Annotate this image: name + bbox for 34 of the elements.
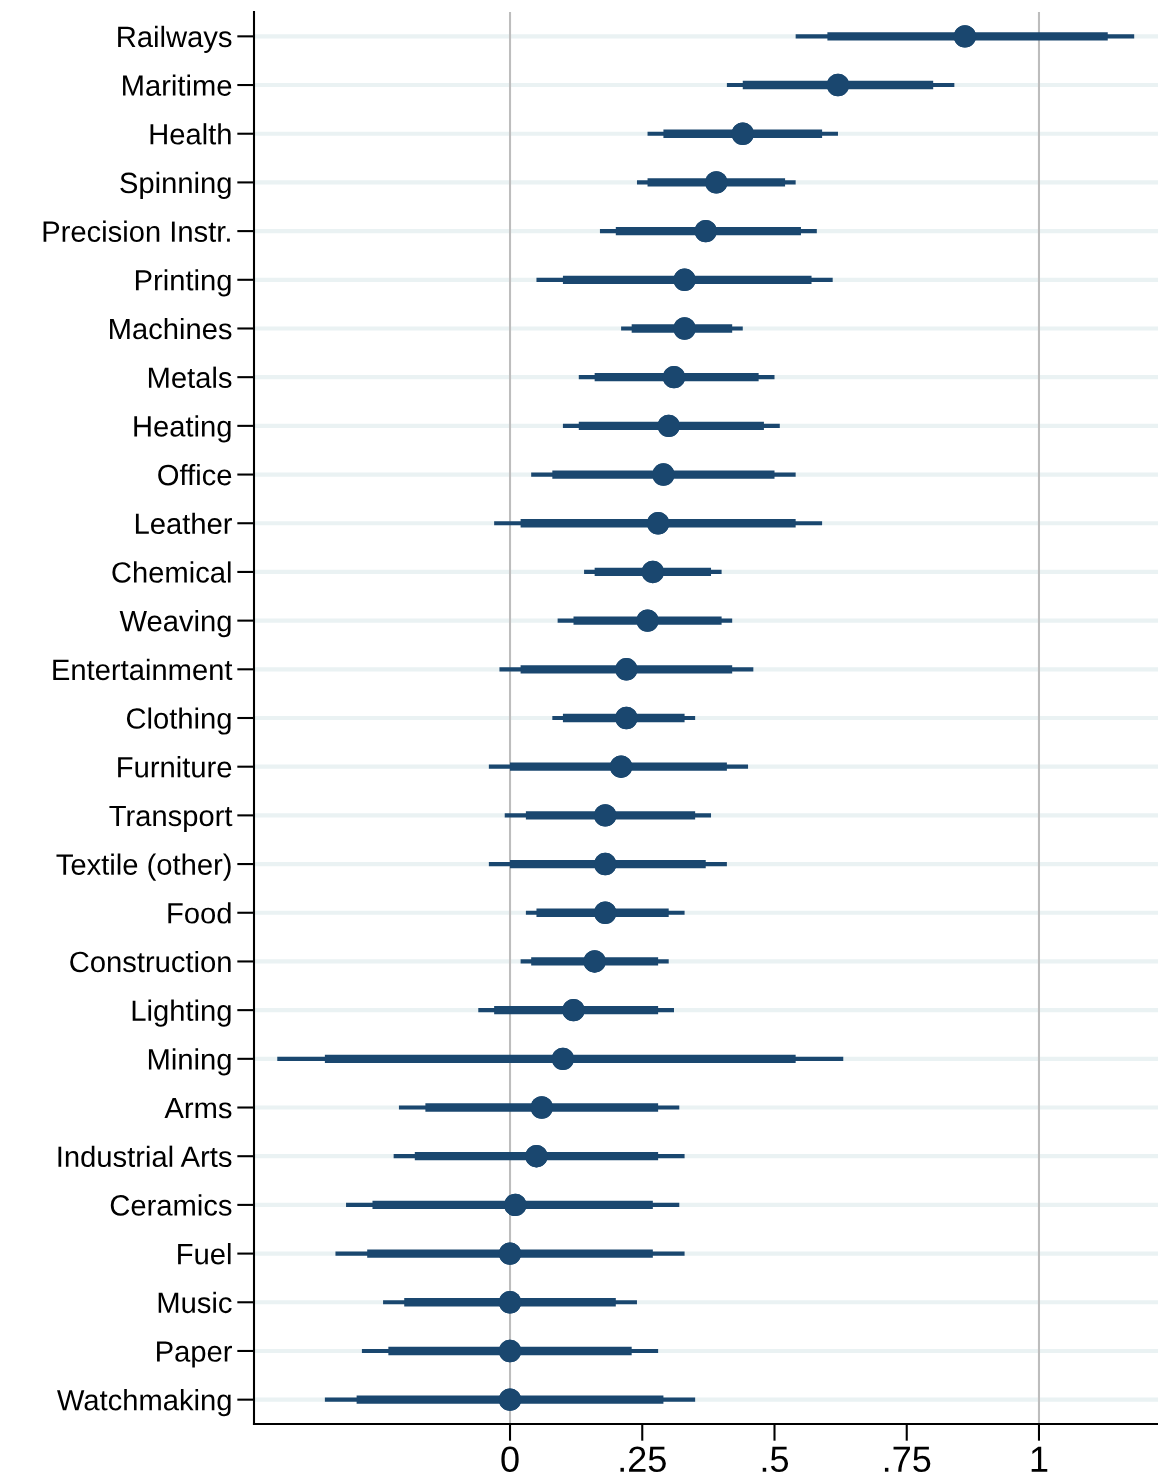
y-tick-label: Transport	[109, 805, 233, 832]
y-tick-label: Railways	[118, 25, 232, 53]
y-tick-label: Health	[150, 123, 231, 145]
y-tick-label: Music	[158, 1291, 232, 1314]
y-tick-label: Ceramics	[110, 1194, 232, 1216]
y-tick-label: Mining	[148, 1048, 231, 1076]
y-tick-label: Furniture	[118, 756, 232, 778]
y-tick-label: Textile (other)	[56, 853, 231, 881]
y-tick-label: Clothing	[126, 707, 231, 735]
y-tick-label: Entertainment	[53, 658, 233, 681]
x-tick-label: .5	[762, 1446, 789, 1473]
y-tick-label: Precision Instr.	[43, 220, 230, 242]
y-tick-label: Machines	[110, 317, 232, 340]
y-tick-label: Printing	[135, 269, 231, 297]
y-tick-label: Lighting	[132, 999, 231, 1027]
x-tick-label: 1	[1031, 1446, 1048, 1472]
y-tick-label: Spinning	[120, 171, 231, 200]
y-tick-label: Fuel	[178, 1243, 231, 1265]
y-tick-label: Weaving	[119, 610, 231, 638]
y-tick-label: Chemical	[112, 561, 231, 583]
y-tick-label: Industrial Arts	[58, 1145, 232, 1168]
y-tick-label: Watchmaking	[57, 1389, 231, 1417]
y-tick-label: Metals	[148, 366, 232, 389]
y-tick-label: Paper	[157, 1341, 232, 1368]
y-tick-label: Maritime	[123, 74, 232, 96]
y-tick-label: Arms	[164, 1098, 232, 1119]
y-tick-label: Office	[158, 463, 232, 486]
y-tick-label: Food	[168, 902, 231, 924]
y-tick-label: Construction	[70, 950, 231, 973]
y-tick-label: Leather	[135, 512, 232, 535]
x-tick-label: .25	[620, 1446, 666, 1473]
x-tick-label: 0	[501, 1446, 519, 1473]
y-tick-label: Heating	[134, 415, 231, 443]
x-tick-label: .75	[884, 1446, 931, 1473]
